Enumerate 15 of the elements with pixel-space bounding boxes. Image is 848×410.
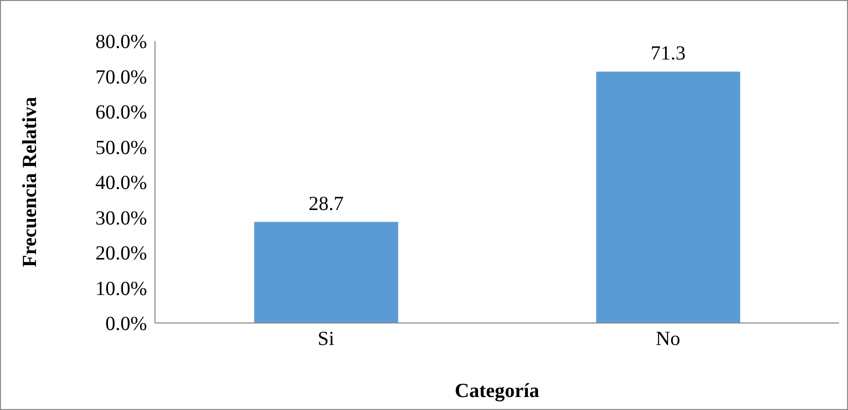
y-tick-label: 70.0% [95,66,147,88]
y-tick-label: 20.0% [95,242,147,265]
data-label: 28.7 [308,192,344,215]
y-tick-label: 10.0% [95,278,147,300]
y-tick-label: 50.0% [95,136,147,159]
x-tick-label: No [656,328,680,350]
x-axis-title: Categoría [454,380,540,402]
y-tick-label: 30.0% [95,207,147,230]
y-tick-label: 0.0% [105,313,147,336]
x-tick-label: Si [318,328,335,350]
y-tick-label: 80.0% [95,31,147,54]
y-tick-label: 60.0% [95,102,147,124]
y-axis-title: Frecuencia Relativa [19,96,42,268]
y-tick-label: 40.0% [95,172,147,194]
data-label: 71.3 [650,42,686,65]
